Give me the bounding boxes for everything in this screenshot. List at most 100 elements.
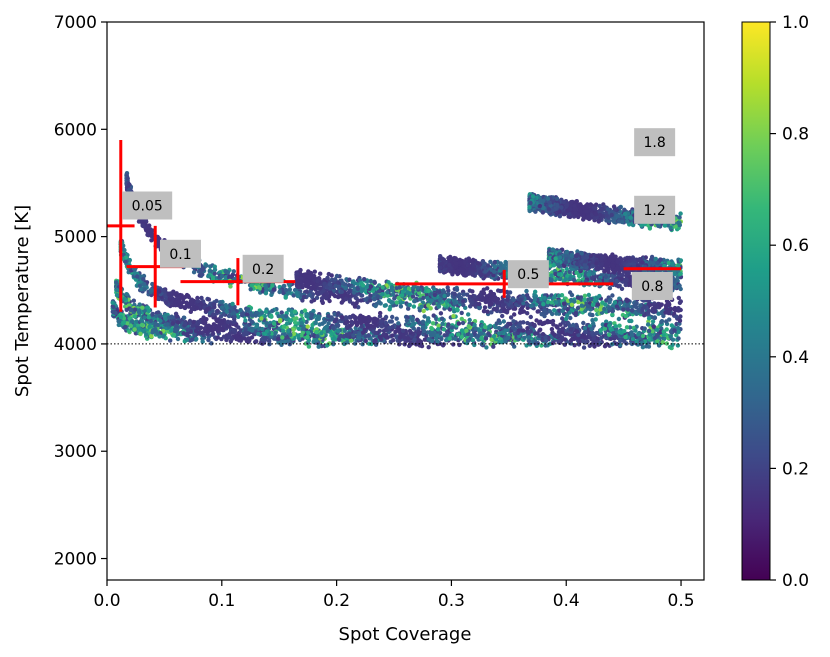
scatter-point	[472, 342, 477, 348]
scatter-point	[556, 339, 562, 344]
scatter-point	[110, 300, 116, 305]
scatter-point	[634, 301, 639, 306]
scatter-point	[551, 295, 557, 300]
scatter-point	[509, 304, 514, 309]
scatter-point	[132, 323, 137, 329]
scatter-point	[451, 314, 456, 319]
scatter-point	[562, 342, 567, 347]
scatter-point	[195, 298, 201, 304]
scatter-point	[636, 308, 642, 313]
scatter-point	[263, 309, 269, 314]
scatter-point	[464, 328, 469, 333]
scatter-point	[618, 300, 623, 306]
scatter-point	[258, 340, 264, 346]
scatter-point	[642, 326, 647, 331]
scatter-point	[569, 302, 575, 307]
scatter-point	[496, 325, 502, 331]
scatter-point	[621, 307, 626, 312]
scatter-point	[585, 304, 590, 309]
scatter-point	[402, 334, 407, 340]
scatter-point	[184, 304, 189, 309]
scatter-point	[226, 313, 232, 319]
scatter-point	[636, 331, 641, 337]
scatter-point	[325, 276, 330, 281]
scatter-point	[478, 292, 483, 298]
scatter-point	[142, 281, 147, 287]
scatter-point	[284, 321, 290, 326]
scatter-point	[411, 304, 417, 309]
scatter-point	[420, 319, 426, 324]
scatter-point	[430, 321, 436, 326]
scatter-point	[487, 302, 493, 307]
scatter-point	[459, 334, 465, 340]
scatter-point	[449, 325, 455, 330]
scatter-point	[168, 294, 173, 299]
scatter-point	[146, 228, 151, 233]
scatter-point	[210, 327, 216, 332]
scatter-point	[607, 306, 612, 311]
scatter-point	[446, 298, 451, 303]
scatter-point	[223, 303, 228, 308]
scatter-point	[150, 311, 155, 317]
scatter-point	[232, 328, 237, 334]
scatter-point	[314, 317, 320, 322]
scatter-point	[439, 336, 444, 342]
scatter-point	[552, 308, 557, 313]
scatter-point	[491, 344, 496, 349]
scatter-point	[256, 285, 262, 290]
scatter-point	[432, 292, 437, 298]
scatter-point	[126, 182, 132, 187]
scatter-point	[199, 330, 205, 336]
scatter-point	[174, 323, 179, 329]
scatter-point	[503, 337, 508, 342]
scatter-point	[146, 315, 151, 320]
scatter-point	[157, 289, 162, 294]
scatter-point	[264, 329, 269, 334]
scatter-point	[416, 329, 421, 335]
scatter-point	[590, 312, 595, 318]
scatter-point	[614, 304, 620, 309]
scatter-point	[175, 336, 181, 342]
scatter-point	[440, 321, 445, 326]
scatter-point	[496, 318, 501, 323]
scatter-point	[594, 339, 599, 344]
scatter-point	[538, 327, 543, 332]
scatter-point	[140, 223, 146, 228]
scatter-point	[336, 323, 341, 328]
scatter-point	[182, 315, 187, 320]
scatter-point	[439, 316, 445, 321]
scatter-point	[315, 278, 320, 284]
scatter-point	[302, 308, 308, 313]
scatter-point	[149, 334, 154, 339]
scatter-point	[229, 305, 234, 311]
scatter-point	[373, 330, 378, 336]
scatter-point	[651, 324, 657, 329]
scatter-point	[219, 320, 224, 325]
scatter-point	[191, 319, 196, 325]
scatter-point	[661, 329, 666, 334]
scatter-point	[564, 313, 570, 318]
scatter-point	[189, 337, 195, 342]
scatter-point	[421, 329, 427, 334]
scatter-point	[676, 336, 681, 341]
scatter-point	[503, 328, 508, 333]
scatter-point	[225, 319, 231, 324]
scatter-point	[305, 324, 310, 329]
scatter-point	[640, 345, 646, 350]
scatter-point	[320, 321, 325, 326]
scatter-point	[670, 342, 675, 347]
scatter-point	[483, 324, 488, 330]
scatter-point	[363, 297, 368, 302]
scatter-point	[390, 300, 395, 305]
scatter-point	[582, 335, 588, 340]
scatter-point	[310, 312, 315, 317]
scatter-point	[526, 338, 532, 344]
scatter-point	[612, 300, 618, 305]
scatter-point	[294, 290, 299, 296]
scatter-point	[121, 320, 127, 325]
scatter-point	[368, 293, 373, 298]
scatter-point	[473, 326, 479, 331]
scatter-point	[206, 337, 211, 343]
scatter-point	[371, 324, 377, 329]
scatter-point	[583, 330, 588, 335]
